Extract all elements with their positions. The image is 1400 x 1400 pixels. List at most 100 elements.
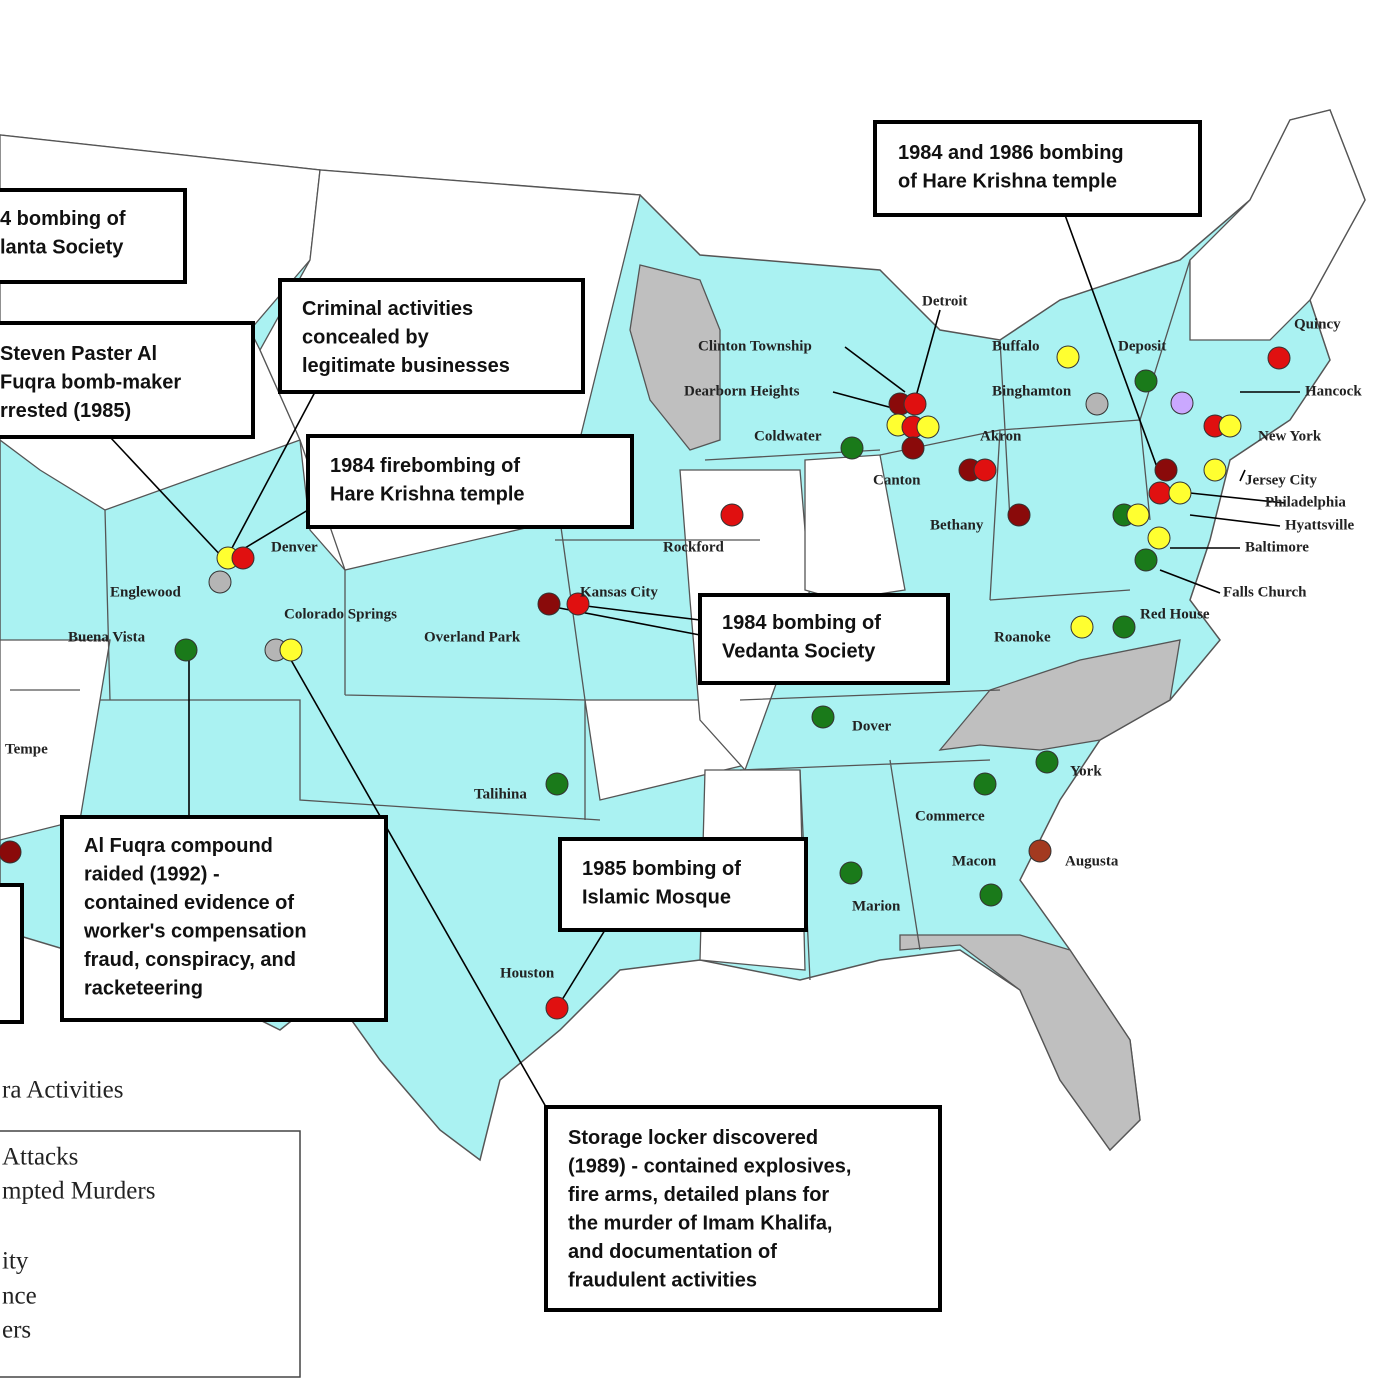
callout-box xyxy=(0,188,187,284)
event-dot xyxy=(720,503,744,527)
connector xyxy=(832,391,901,411)
callout-text: 1984 and 1986 bombing of Hare Krishna tem… xyxy=(898,142,1124,193)
callout-box xyxy=(0,321,255,439)
connector xyxy=(290,659,547,1108)
city-label: Jersey City xyxy=(1245,472,1318,488)
callout-text: 4 bombing of lanta Society xyxy=(0,208,126,259)
event-dot xyxy=(1126,503,1150,527)
event-dot xyxy=(903,392,927,416)
connector xyxy=(577,604,701,621)
event-dot xyxy=(1085,392,1109,416)
city-label: Kansas City xyxy=(580,584,658,600)
event-dot xyxy=(279,638,303,662)
city-label: Tempe xyxy=(5,741,48,757)
callout-line: Steven Paster Al xyxy=(0,343,157,365)
city-label: Houston xyxy=(500,965,555,981)
legend-item: Attacks xyxy=(2,1144,78,1171)
event-dot xyxy=(1112,615,1136,639)
callout-line: Fuqra bomb-maker xyxy=(0,372,181,394)
callout-line: 1984 and 1986 bombing xyxy=(898,142,1124,164)
city-label: Coldwater xyxy=(754,428,822,444)
callout-line: Vedanta Society xyxy=(722,641,876,663)
callout-line: 1984 firebombing of xyxy=(330,455,520,477)
event-dot xyxy=(1134,548,1158,572)
callout-line: Criminal activities xyxy=(302,298,473,320)
callout-line: Islamic Mosque xyxy=(582,887,731,909)
callout-text: Al Fuqra compound raided (1992) - containe… xyxy=(83,835,307,1000)
event-dot xyxy=(1056,345,1080,369)
city-label: Commerce xyxy=(915,808,985,824)
legend-item: ers xyxy=(2,1317,31,1344)
city-label: Marion xyxy=(852,898,901,914)
event-dot xyxy=(973,458,997,482)
callout-line: the murder of Imam Khalifa, xyxy=(568,1213,833,1235)
callout-box xyxy=(0,883,24,1024)
event-dot xyxy=(208,570,232,594)
callout-box xyxy=(306,434,634,529)
city-label: Dearborn Heights xyxy=(684,383,800,399)
city-label: Overland Park xyxy=(424,629,521,645)
event-dot xyxy=(901,436,925,460)
event-dot xyxy=(231,546,255,570)
callout-line: contained evidence of xyxy=(84,892,294,914)
event-dot xyxy=(1028,839,1052,863)
callout-box xyxy=(60,815,388,1022)
legend-item: mpted Murders xyxy=(2,1178,155,1205)
city-label: Hancock xyxy=(1305,383,1362,399)
city-label: Binghamton xyxy=(992,383,1072,399)
connector xyxy=(914,309,941,401)
event-dot xyxy=(1218,414,1242,438)
callout-box xyxy=(544,1105,942,1312)
event-dot xyxy=(1134,369,1158,393)
city-label: Dover xyxy=(852,718,891,734)
event-dot xyxy=(174,638,198,662)
callout-line: rrested (1985) xyxy=(0,400,131,422)
city-label: Buffalo xyxy=(992,338,1040,354)
connector xyxy=(1189,492,1286,504)
connector xyxy=(109,436,226,561)
callout-box xyxy=(698,593,950,685)
callout-line: (1989) - contained explosives, xyxy=(568,1156,851,1178)
event-dot xyxy=(840,436,864,460)
city-label: Canton xyxy=(873,472,921,488)
city-label: Bethany xyxy=(930,517,984,533)
connector xyxy=(1159,569,1221,594)
event-dot xyxy=(1170,391,1194,415)
callout-line: fire arms, detailed plans for xyxy=(568,1184,829,1206)
callout-line: of Hare Krishna temple xyxy=(898,171,1117,193)
city-label: Red House xyxy=(1140,606,1210,622)
event-dot xyxy=(566,592,590,616)
event-dot xyxy=(979,883,1003,907)
callout-box xyxy=(278,278,585,394)
connector xyxy=(1189,514,1281,527)
city-label: Detroit xyxy=(922,293,968,309)
event-dot xyxy=(1148,481,1172,505)
city-label: Quincy xyxy=(1294,316,1341,332)
callout-line: 1985 bombing of xyxy=(582,858,741,880)
city-label: Denver xyxy=(271,539,318,555)
event-dot xyxy=(811,705,835,729)
connector xyxy=(244,509,309,549)
event-dot xyxy=(1168,481,1192,505)
city-label: Akron xyxy=(980,428,1022,444)
event-dot xyxy=(916,415,940,439)
event-dot xyxy=(0,840,22,864)
connector xyxy=(1239,469,1246,482)
state-borders xyxy=(10,259,1191,981)
event-dot xyxy=(973,772,997,796)
city-label: Clinton Township xyxy=(698,338,812,354)
event-dot xyxy=(1007,503,1031,527)
city-label: Hyattsville xyxy=(1285,517,1354,533)
callout-line: and documentation of xyxy=(568,1241,777,1263)
callout-text: 1984 firebombing of Hare Krishna temple xyxy=(330,455,525,506)
city-label: Roanoke xyxy=(994,629,1051,645)
callout-box xyxy=(558,837,808,932)
city-label: York xyxy=(1070,763,1102,779)
city-label: Baltimore xyxy=(1245,539,1309,555)
city-label: Augusta xyxy=(1065,853,1119,869)
callout-line: 4 bombing of xyxy=(0,208,126,230)
callout-line: worker's compensation xyxy=(83,921,307,943)
event-dot xyxy=(1154,458,1178,482)
city-label: Rockford xyxy=(663,539,724,555)
